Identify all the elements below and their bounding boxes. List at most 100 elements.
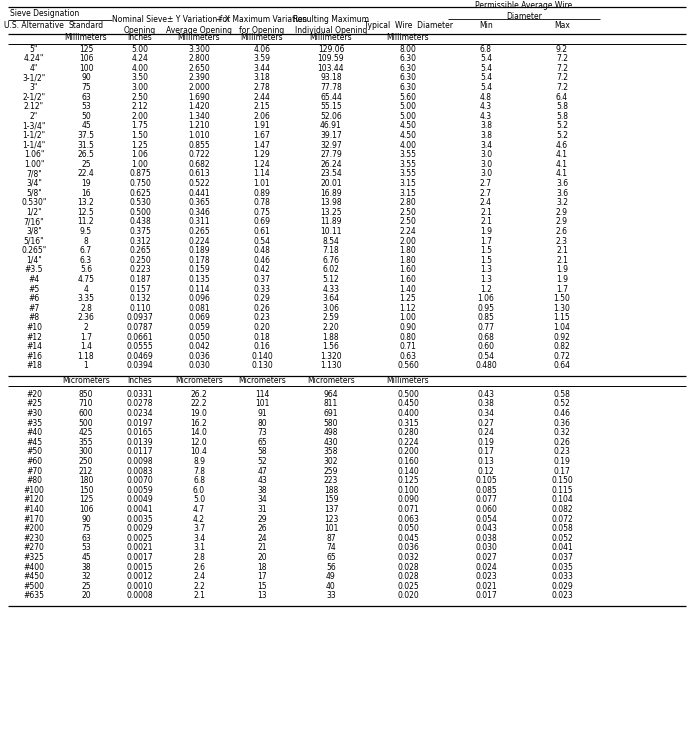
Text: 4.75: 4.75	[78, 275, 95, 284]
Text: 0.265": 0.265"	[21, 246, 46, 255]
Text: 103.44: 103.44	[318, 64, 345, 73]
Text: #325: #325	[24, 553, 44, 562]
Text: 0.072: 0.072	[551, 515, 573, 524]
Text: 5.4: 5.4	[480, 83, 492, 92]
Text: 3.4: 3.4	[480, 141, 492, 150]
Text: 0.438: 0.438	[129, 217, 151, 226]
Text: 3.18: 3.18	[254, 74, 271, 83]
Text: #170: #170	[24, 515, 44, 524]
Text: 0.0017: 0.0017	[127, 553, 154, 562]
Text: 15: 15	[257, 582, 267, 591]
Text: 0.081: 0.081	[188, 304, 210, 312]
Text: 0.0041: 0.0041	[127, 505, 154, 514]
Text: 19: 19	[81, 179, 91, 188]
Text: #140: #140	[24, 505, 44, 514]
Text: 22.4: 22.4	[78, 170, 94, 179]
Text: 1.9: 1.9	[556, 266, 568, 275]
Text: 0.72: 0.72	[554, 352, 570, 361]
Text: 0.150: 0.150	[551, 476, 573, 485]
Text: 5.8: 5.8	[556, 102, 568, 111]
Text: 100: 100	[79, 64, 93, 73]
Text: 0.0555: 0.0555	[127, 342, 154, 351]
Text: 0.33: 0.33	[253, 284, 271, 293]
Text: 1.18: 1.18	[78, 352, 94, 361]
Text: 0.26: 0.26	[253, 304, 271, 312]
Text: 1.01: 1.01	[254, 179, 271, 188]
Text: 0.028: 0.028	[397, 572, 419, 581]
Text: 4.7: 4.7	[193, 505, 205, 514]
Text: 17: 17	[257, 572, 267, 581]
Text: 0.114: 0.114	[188, 284, 210, 293]
Text: 0.68: 0.68	[477, 333, 495, 341]
Text: 1.00": 1.00"	[24, 160, 44, 169]
Text: 0.875: 0.875	[129, 170, 151, 179]
Text: 0.530: 0.530	[129, 198, 151, 207]
Text: 3/4": 3/4"	[26, 179, 42, 188]
Text: 4.1: 4.1	[556, 170, 568, 179]
Text: 0.082: 0.082	[552, 505, 573, 514]
Text: 0.43: 0.43	[477, 390, 495, 399]
Text: 1.420: 1.420	[188, 102, 210, 111]
Text: 0.13: 0.13	[477, 457, 495, 466]
Text: Millimeters: Millimeters	[387, 33, 429, 42]
Text: 3.35: 3.35	[78, 294, 95, 303]
Text: 0.311: 0.311	[188, 217, 210, 226]
Text: 358: 358	[324, 447, 338, 457]
Text: 0.085: 0.085	[475, 486, 497, 495]
Text: 3.0: 3.0	[480, 170, 492, 179]
Text: 250: 250	[79, 457, 93, 466]
Text: 4.1: 4.1	[556, 150, 568, 159]
Text: 0.722: 0.722	[188, 150, 210, 159]
Text: 93.18: 93.18	[320, 74, 342, 83]
Text: 91: 91	[257, 409, 267, 418]
Text: 159: 159	[324, 496, 338, 504]
Text: 0.82: 0.82	[554, 342, 570, 351]
Text: 0.42: 0.42	[253, 266, 271, 275]
Text: 1.60: 1.60	[399, 275, 417, 284]
Text: 0.346: 0.346	[188, 208, 210, 217]
Text: 0.17: 0.17	[477, 447, 495, 457]
Text: 3.8: 3.8	[480, 121, 492, 130]
Text: 9.2: 9.2	[556, 45, 568, 54]
Text: 1.06": 1.06"	[24, 150, 44, 159]
Text: 4.3: 4.3	[480, 102, 492, 111]
Text: 0.71: 0.71	[399, 342, 417, 351]
Text: 0.24: 0.24	[477, 429, 495, 437]
Text: 1.60: 1.60	[399, 266, 417, 275]
Text: 0.613: 0.613	[188, 170, 210, 179]
Text: #16: #16	[26, 352, 42, 361]
Text: 11.89: 11.89	[320, 217, 342, 226]
Text: 0.042: 0.042	[188, 342, 210, 351]
Text: 53: 53	[81, 102, 91, 111]
Text: Max: Max	[554, 22, 570, 31]
Text: 180: 180	[79, 476, 93, 485]
Text: 0.130: 0.130	[251, 362, 273, 371]
Text: Micrometers: Micrometers	[62, 376, 110, 385]
Text: 0.052: 0.052	[551, 534, 573, 543]
Text: #30: #30	[26, 409, 42, 418]
Text: 5.0: 5.0	[193, 496, 205, 504]
Text: 46.91: 46.91	[320, 121, 342, 130]
Text: 0.500: 0.500	[397, 390, 419, 399]
Text: 0.159: 0.159	[188, 266, 210, 275]
Text: 49: 49	[326, 572, 336, 581]
Text: 1.88: 1.88	[322, 333, 339, 341]
Text: 38: 38	[257, 486, 267, 495]
Text: 2.1: 2.1	[480, 208, 492, 217]
Text: 2.6: 2.6	[556, 227, 568, 236]
Text: 2.12": 2.12"	[24, 102, 44, 111]
Text: 3.50: 3.50	[131, 74, 149, 83]
Text: #450: #450	[24, 572, 44, 581]
Text: 0.021: 0.021	[475, 582, 497, 591]
Text: 90: 90	[81, 74, 91, 83]
Text: 0.0117: 0.0117	[127, 447, 153, 457]
Text: 2.00: 2.00	[399, 237, 417, 246]
Text: 2.78: 2.78	[254, 83, 271, 92]
Text: 3-1/2": 3-1/2"	[22, 74, 46, 83]
Text: 0.030: 0.030	[475, 544, 497, 553]
Text: 0.0331: 0.0331	[127, 390, 154, 399]
Text: 0.250: 0.250	[129, 256, 151, 265]
Text: 0.0278: 0.0278	[127, 400, 153, 408]
Text: 0.19: 0.19	[477, 438, 495, 447]
Text: 5.00: 5.00	[131, 45, 149, 54]
